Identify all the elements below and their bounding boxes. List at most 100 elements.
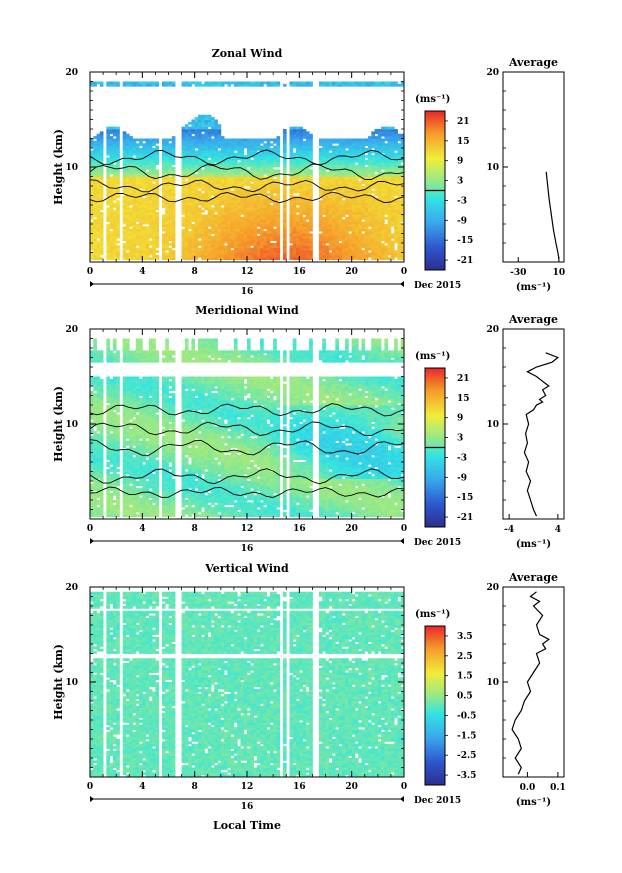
heatmap-cell	[269, 143, 274, 147]
heatmap-cell	[230, 228, 235, 232]
heatmap-cell	[99, 178, 104, 182]
heatmap-cell	[90, 245, 94, 249]
heatmap-cell	[299, 214, 303, 218]
heatmap-cell	[400, 240, 405, 244]
heatmap-cell	[155, 171, 160, 175]
heatmap-cell	[112, 174, 117, 177]
heatmap-cell	[112, 133, 117, 137]
heatmap-cell	[93, 488, 97, 491]
heatmap-cell	[142, 226, 146, 230]
heatmap-cell	[155, 231, 160, 234]
heatmap-cell	[207, 224, 212, 227]
heatmap-cell	[132, 231, 137, 234]
heatmap-cell	[276, 202, 281, 206]
heatmap-cell	[230, 245, 235, 249]
heatmap-cell	[325, 233, 330, 237]
heatmap-cell	[266, 224, 271, 227]
heatmap-cell	[368, 159, 372, 163]
heatmap-cell	[368, 167, 372, 170]
heatmap-cell	[106, 162, 111, 166]
heatmap-cell	[161, 171, 166, 175]
heatmap-cell	[230, 190, 235, 194]
heatmap-cell	[90, 457, 94, 461]
heatmap-cell	[125, 226, 130, 230]
heatmap-cell	[328, 148, 333, 151]
heatmap-cell	[263, 169, 268, 173]
heatmap-cell	[197, 159, 202, 163]
heatmap-cell	[387, 162, 392, 166]
heatmap-cell	[197, 145, 202, 149]
heatmap-cell	[354, 197, 359, 201]
heatmap-cell	[302, 221, 307, 225]
heatmap-cell	[152, 171, 156, 175]
heatmap-cell	[358, 164, 362, 168]
heatmap-cell	[250, 247, 254, 251]
heatmap-cell	[194, 133, 199, 137]
heatmap-cell	[292, 235, 297, 239]
heatmap-cell	[217, 181, 222, 185]
heatmap-cell	[253, 143, 258, 147]
heatmap-cell	[322, 228, 326, 232]
heatmap-cell	[93, 238, 97, 242]
heatmap-cell	[390, 240, 395, 244]
heatmap-cell	[273, 155, 277, 158]
heatmap-cell	[348, 216, 353, 220]
heatmap-cell	[155, 140, 160, 144]
heatmap-cell	[171, 243, 176, 246]
heatmap-cell	[276, 174, 281, 177]
heatmap-cell	[148, 176, 153, 180]
heatmap-cell	[220, 228, 225, 232]
heatmap-cell	[289, 257, 294, 261]
heatmap-cell	[260, 214, 264, 218]
heatmap-cell	[276, 155, 281, 158]
heatmap-cell	[335, 159, 339, 163]
heatmap-cell	[204, 190, 209, 194]
heatmap-cell	[250, 188, 254, 192]
heatmap-cell	[351, 159, 356, 163]
heatmap-cell	[188, 235, 192, 239]
heatmap-cell	[289, 197, 294, 201]
heatmap-cell	[387, 145, 392, 149]
heatmap-cell	[328, 235, 333, 239]
heatmap-cell	[152, 216, 156, 220]
heatmap-cell	[145, 200, 150, 204]
heatmap-cell	[181, 221, 186, 225]
heatmap-cell	[318, 202, 323, 206]
heatmap-cell	[99, 83, 104, 87]
heatmap-cell	[96, 424, 101, 427]
heatmap-cell	[374, 254, 379, 258]
heatmap-cell	[204, 167, 209, 170]
heatmap-cell	[240, 169, 245, 173]
heatmap-cell	[96, 181, 101, 185]
heatmap-cell	[99, 483, 104, 487]
heatmap-cell	[247, 245, 251, 249]
heatmap-cell	[394, 148, 398, 151]
heatmap-cell	[400, 224, 405, 227]
heatmap-cell	[354, 207, 359, 211]
heatmap-cell	[194, 162, 199, 166]
heatmap-cell	[302, 233, 307, 237]
heatmap-cell	[240, 212, 245, 215]
heatmap-cell	[155, 257, 160, 261]
heatmap-cell	[247, 171, 251, 175]
heatmap-cell	[358, 174, 362, 177]
heatmap-cell	[197, 252, 202, 256]
heatmap-cell	[263, 186, 268, 189]
heatmap-cell	[381, 83, 385, 87]
heatmap-cell	[214, 250, 218, 253]
heatmap-cell	[233, 140, 238, 144]
heatmap-cell	[184, 257, 189, 261]
heatmap-cell	[269, 247, 274, 251]
heatmap-cell	[99, 228, 104, 232]
heatmap-cell	[237, 219, 241, 223]
heatmap-cell	[400, 167, 405, 170]
heatmap-cell	[335, 209, 339, 213]
heatmap-cell	[351, 257, 356, 261]
heatmap-cell	[296, 221, 300, 225]
heatmap-cell	[328, 138, 333, 142]
heatmap-cell	[191, 214, 196, 218]
heatmap-cell	[276, 233, 281, 237]
heatmap-cell	[289, 148, 294, 151]
heatmap-cell	[129, 221, 133, 225]
heatmap-cell	[305, 216, 310, 220]
